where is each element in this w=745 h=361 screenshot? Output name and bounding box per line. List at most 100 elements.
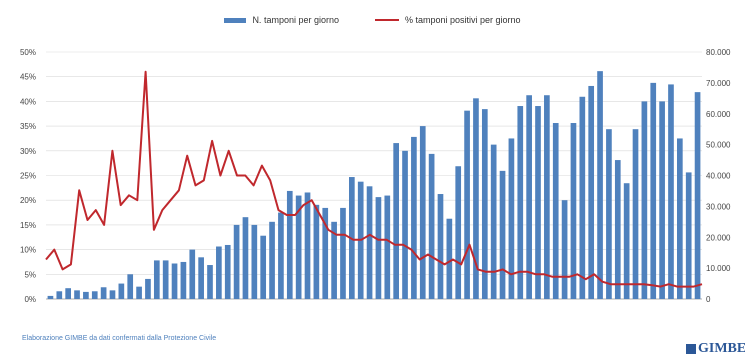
bar (517, 106, 524, 299)
bar (180, 261, 187, 299)
left-axis-tick: 25% (20, 172, 36, 181)
bar (83, 291, 89, 299)
bar (118, 283, 125, 299)
left-axis-tick: 10% (20, 246, 36, 255)
bar (251, 224, 258, 299)
gimbe-logo: GIMBE (686, 341, 745, 357)
bar (526, 95, 532, 299)
bar (340, 207, 346, 299)
right-axis-tick: 0 (706, 295, 711, 304)
positivity-line (45, 70, 703, 288)
right-axis-tick: 50.000 (706, 141, 731, 150)
bar (224, 244, 231, 299)
left-axis-tick: 0% (24, 295, 36, 304)
legend-line-swatch (374, 19, 399, 21)
bar (685, 172, 692, 299)
bar (331, 221, 337, 299)
bar (411, 136, 417, 299)
bar (56, 291, 63, 299)
bar (481, 109, 488, 300)
left-axis-tick: 5% (24, 270, 36, 279)
legend: N. tamponi per giorno % tamponi positivi… (0, 12, 745, 28)
legend-bar-label: N. tamponi per giorno (252, 15, 339, 25)
bar (242, 217, 249, 299)
bar (419, 126, 426, 299)
bar (561, 200, 568, 299)
left-axis-tick: 45% (20, 73, 36, 82)
left-axis-tick: 20% (20, 196, 36, 205)
bar (455, 166, 462, 299)
source-note: Elaborazione GIMBE da dati confermati da… (22, 335, 217, 342)
bar (47, 295, 54, 299)
bar (100, 287, 107, 299)
bar (677, 138, 683, 299)
legend-bar-swatch (224, 17, 247, 23)
bar (375, 197, 382, 299)
bar (269, 221, 275, 299)
bar (74, 290, 80, 299)
left-axis-tick: 50% (20, 48, 36, 57)
right-axis-tick: 40.000 (706, 172, 731, 181)
right-axis-tick: 20.000 (706, 233, 731, 242)
bar (384, 195, 391, 299)
bar (313, 204, 320, 299)
bar (437, 194, 444, 299)
left-axis-tick: 30% (20, 147, 36, 156)
bar (366, 186, 373, 299)
bar (544, 95, 550, 299)
bar (499, 170, 506, 299)
bar (535, 106, 541, 299)
bar (552, 123, 559, 299)
bar-series (47, 71, 701, 300)
bar (650, 82, 657, 299)
legend-item-tamponi: N. tamponi per giorno (224, 15, 339, 25)
bar (304, 192, 311, 299)
right-axis-tick: 70.000 (706, 79, 731, 88)
logo-text: GIMBE (698, 341, 745, 356)
bar (136, 286, 142, 299)
bar (606, 129, 612, 299)
bar (278, 212, 284, 299)
bar (393, 143, 399, 299)
right-axis: 80.000 70.000 60.000 50.000 40.000 30.000 20.0… (706, 48, 731, 304)
bar (295, 195, 302, 299)
bar (198, 257, 204, 299)
bar (428, 153, 435, 299)
bar (162, 260, 169, 299)
bar (614, 160, 621, 299)
bar (402, 150, 408, 299)
bar (322, 207, 329, 299)
left-axis: 50% 45% 40% 35% 30% 25% 20% 15% 10% 5% 0% (20, 48, 36, 304)
left-axis-tick: 40% (20, 97, 36, 106)
right-axis-tick: 30.000 (706, 202, 731, 211)
bar (233, 224, 240, 299)
bar (127, 274, 134, 299)
bar (473, 98, 479, 299)
bar (579, 96, 586, 299)
bar (588, 85, 595, 300)
bar (91, 291, 98, 299)
bar (65, 288, 71, 299)
bar (597, 71, 603, 299)
bar (286, 190, 293, 299)
right-axis-tick: 60.000 (706, 110, 731, 119)
left-axis-tick: 15% (20, 221, 36, 230)
bar (508, 138, 515, 299)
bar (632, 129, 639, 299)
legend-line-label: % tamponi positivi per giorno (404, 15, 521, 25)
bar (189, 249, 196, 299)
bar (216, 246, 222, 299)
right-axis-tick: 10.000 (706, 264, 731, 273)
line-series (45, 70, 703, 288)
bar (207, 265, 213, 299)
bar (145, 278, 151, 299)
logo-mark-icon (686, 344, 696, 354)
bar (490, 144, 497, 299)
bar (464, 110, 470, 299)
legend-item-positivi: % tamponi positivi per giorno (374, 15, 521, 25)
bar (153, 260, 160, 299)
right-axis-tick: 80.000 (706, 48, 731, 57)
bar (623, 183, 630, 299)
bar (109, 290, 116, 299)
